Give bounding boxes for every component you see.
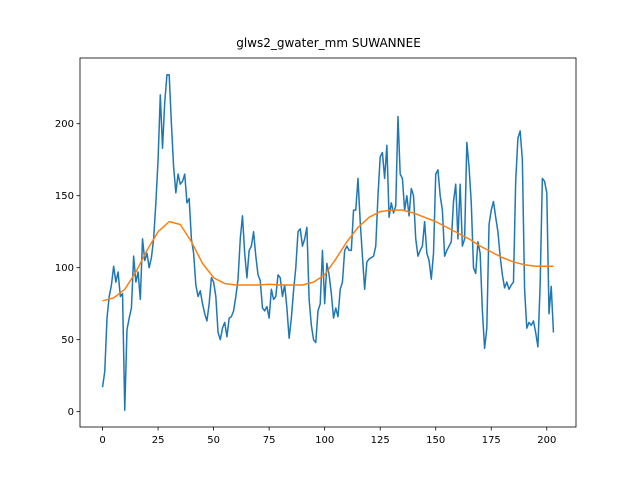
y-tick-label: 200 (55, 119, 74, 130)
x-tick-label: 25 (152, 435, 165, 446)
y-tick-label: 0 (68, 407, 74, 418)
x-tick-label: 125 (371, 435, 390, 446)
chart-title: glws2_gwater_mm SUWANNEE (236, 36, 421, 50)
y-tick-label: 100 (55, 263, 74, 274)
x-tick-label: 50 (207, 435, 220, 446)
y-tick-label: 150 (55, 191, 74, 202)
x-tick-label: 200 (537, 435, 556, 446)
x-tick-label: 150 (426, 435, 445, 446)
data-line (102, 209, 554, 302)
x-tick-label: 75 (263, 435, 276, 446)
x-tick-label: 0 (99, 435, 105, 446)
x-tick-label: 175 (482, 435, 501, 446)
x-tick-label: 100 (315, 435, 334, 446)
plot-frame (79, 57, 577, 428)
y-tick-label: 50 (61, 335, 74, 346)
